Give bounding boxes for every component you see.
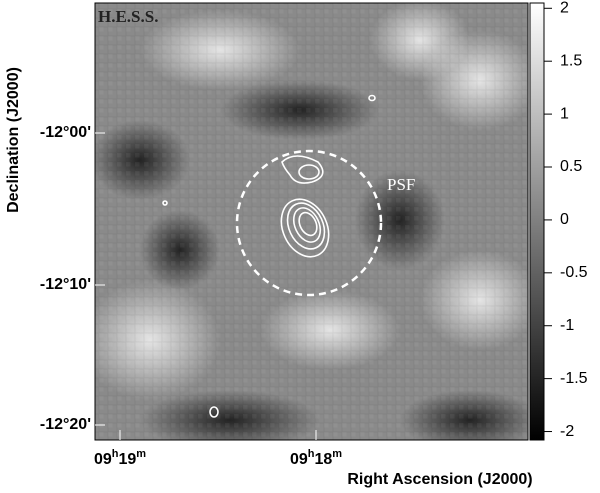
sky-map — [95, 3, 528, 440]
axes: 2 1.5 1 0.5 0 -0.5 -1 -1.5 -2 -12°00' -12°10' -12°2… — [40, 0, 588, 468]
x-tick-label: 09h19m — [94, 448, 146, 468]
x-tick-unit: h — [308, 448, 315, 460]
colorbar — [529, 2, 545, 441]
x-tick-number: 18 — [314, 451, 332, 468]
colorbar-tick-label: -2 — [560, 423, 574, 440]
y-axis-label: Declination (J2000) — [5, 67, 22, 213]
x-tick-label: 09h18m — [290, 448, 342, 468]
colorbar-tick-label: -1 — [560, 317, 574, 334]
colorbar-tick-label: -1.5 — [560, 370, 588, 387]
colorbar-tick-label: 2 — [560, 0, 569, 17]
x-tick-unit: m — [136, 448, 146, 460]
instrument-label: H.E.S.S. — [98, 7, 158, 26]
y-tick-label: -12°20' — [40, 416, 91, 433]
y-tick-label: -12°10' — [40, 276, 91, 293]
x-tick-unit: m — [332, 448, 342, 460]
colorbar-tick-label: 1.5 — [560, 52, 582, 69]
colorbar-tick-label: 1 — [560, 105, 569, 122]
x-tick-number: 19 — [118, 451, 136, 468]
x-tick-number: 09 — [290, 451, 308, 468]
x-tick-unit: h — [112, 448, 119, 460]
y-tick-label: -12°00' — [40, 124, 91, 141]
colorbar-tick-label: 0 — [560, 211, 569, 228]
contours — [162, 94, 376, 418]
psf-label: PSF — [387, 175, 415, 194]
colorbar-tick-label: -0.5 — [560, 264, 588, 281]
colorbar-tick-label: 0.5 — [560, 158, 582, 175]
map-frame — [94, 2, 529, 441]
psf-circle — [235, 149, 383, 297]
x-tick-number: 09 — [94, 451, 112, 468]
x-axis-label: Right Ascension (J2000) — [347, 471, 532, 488]
